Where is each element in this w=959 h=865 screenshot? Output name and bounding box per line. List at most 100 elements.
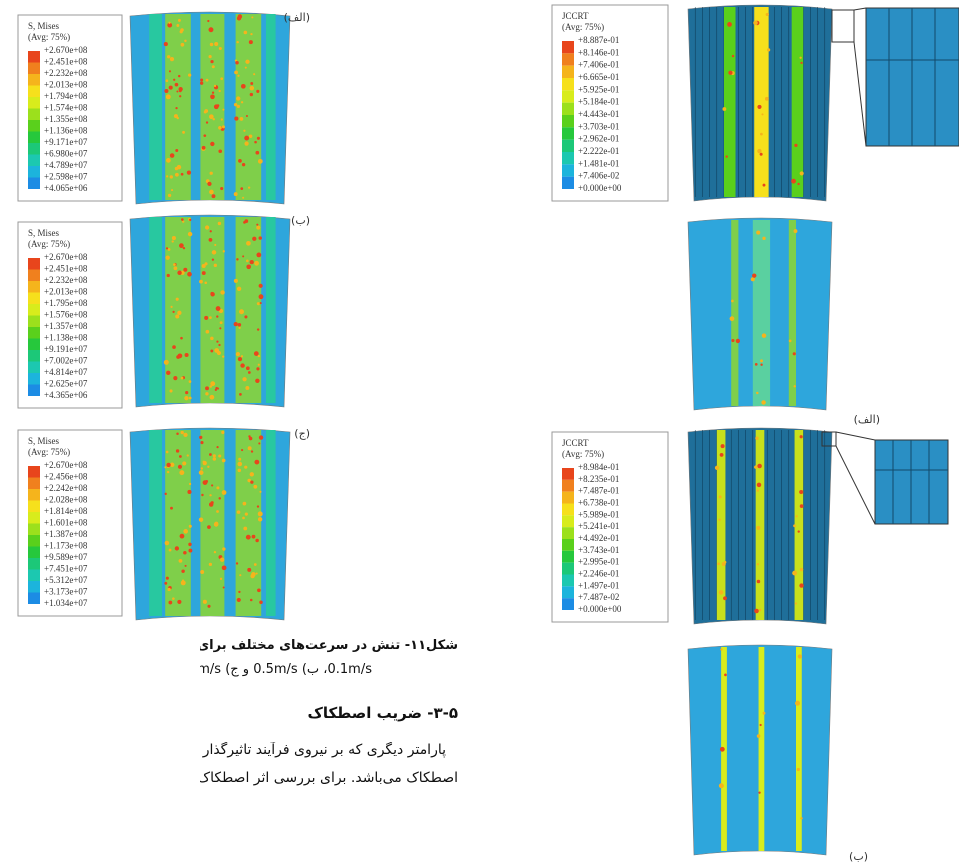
sim-speckle	[256, 224, 258, 226]
paragraph-line: اصطکاک می‌باشد. برای بررسی اثر اصطکاک بر…	[200, 770, 458, 786]
sim-speckle	[751, 277, 755, 281]
legend-swatch	[28, 362, 40, 374]
legend-value: +8.146e-01	[578, 47, 619, 57]
sim-speckle	[798, 654, 802, 658]
sim-speckle	[214, 85, 216, 87]
legend-value: +5.184e-01	[578, 97, 619, 107]
sim-speckle	[176, 90, 178, 92]
legend-swatch	[562, 539, 574, 551]
sim-speckle	[169, 389, 172, 392]
figure-label: (الف)	[284, 11, 310, 24]
sim-speckle	[179, 470, 184, 475]
legend-value: +4.065e+06	[44, 183, 88, 193]
sim-speckle	[210, 43, 213, 46]
sim-strip	[789, 220, 796, 406]
legend-value: +2.995e-01	[578, 557, 619, 567]
legend-swatch	[28, 97, 40, 109]
sim-strip	[795, 430, 804, 620]
legend-title: JCCRT	[562, 438, 589, 448]
legend-title: S, Mises	[28, 228, 60, 238]
sim-speckle	[166, 94, 171, 99]
sim-speckle	[181, 569, 184, 572]
sim-speckle	[234, 70, 238, 74]
sim-speckle	[723, 596, 727, 600]
sim-speckle	[721, 444, 725, 448]
sim-speckle	[765, 97, 769, 101]
sim-speckle	[211, 484, 213, 486]
sim-speckle	[247, 568, 251, 572]
sim-speckle	[255, 151, 259, 155]
legend-value: +7.487e-02	[578, 592, 619, 602]
sim-strip	[149, 430, 162, 616]
sim-speckle	[725, 155, 727, 157]
legend-subtitle: (Avg: 75%)	[28, 32, 70, 42]
sim-speckle	[173, 376, 177, 380]
legend-value: +4.814e+07	[44, 367, 88, 377]
sim-speckle	[252, 237, 256, 241]
sim-speckle	[719, 495, 722, 498]
sim-speckle	[172, 236, 176, 240]
sim-speckle	[214, 244, 216, 246]
sim-speckle	[237, 510, 241, 514]
sim-speckle	[240, 187, 243, 190]
sim-speckle	[211, 501, 214, 504]
sim-speckle	[246, 241, 251, 246]
legend-swatch	[28, 524, 40, 536]
sim-speckle	[237, 287, 241, 291]
sim-speckle	[164, 42, 168, 46]
legend-swatch	[28, 109, 40, 121]
sim-speckle	[238, 323, 242, 327]
sim-speckle	[205, 392, 208, 395]
legend-value: +2.962e-01	[578, 134, 619, 144]
sim-speckle	[166, 451, 169, 454]
sim-speckle	[200, 570, 204, 574]
sim-speckle	[239, 117, 243, 121]
sim-speckle	[257, 328, 259, 330]
sim-speckle	[756, 392, 758, 394]
sim-speckle	[176, 449, 179, 452]
sim-speckle	[221, 118, 223, 120]
legend-value: +6.738e-01	[578, 498, 619, 508]
sim-speckle	[166, 247, 168, 249]
sim-speckle	[755, 363, 758, 366]
sim-speckle	[728, 71, 732, 75]
sim-speckle	[164, 466, 166, 468]
legend-value: +1.355e+08	[44, 114, 88, 124]
sim-speckle	[167, 471, 169, 473]
zoom-line	[854, 8, 866, 10]
sim-speckle	[759, 609, 761, 611]
legend-title: S, Mises	[28, 436, 60, 446]
caption-line: 0.1m/s، ب) 0.5m/s و ج) 1m/s	[200, 662, 372, 677]
legend-value: +5.925e-01	[578, 84, 619, 94]
legend-value: +2.451e+08	[44, 57, 88, 67]
sim-speckle	[175, 107, 177, 109]
legend-swatch	[562, 140, 574, 152]
sim-speckle	[242, 163, 245, 166]
sim-speckle	[199, 517, 203, 521]
sim-speckle	[795, 701, 800, 706]
legend-value: +7.451e+07	[44, 564, 88, 574]
legend-value: +9.589e+07	[44, 552, 88, 562]
page: S, Mises(Avg: 75%)+2.670e+08+2.451e+08+2…	[0, 0, 959, 865]
sim-speckle	[217, 104, 220, 107]
sim-speckle	[792, 571, 797, 576]
sim-speckle	[257, 302, 260, 305]
sim-speckle	[719, 590, 724, 595]
sim-speckle	[204, 109, 208, 113]
sim-speckle	[210, 94, 215, 99]
sim-speckle	[239, 574, 241, 576]
legend-value: +1.173e+08	[44, 541, 88, 551]
legend-value: +2.456e+08	[44, 472, 88, 482]
sim-speckle	[199, 280, 203, 284]
sim-speckle	[206, 330, 210, 334]
sim-speckle	[757, 563, 759, 565]
legend-swatch	[562, 103, 574, 115]
sim-speckle	[719, 783, 724, 788]
legend-swatch	[562, 53, 574, 65]
sim-strip	[266, 217, 276, 403]
legend-value: +4.365e+06	[44, 390, 88, 400]
sim-speckle	[218, 149, 222, 153]
sim-speckle	[760, 133, 763, 136]
sim-speckle	[257, 137, 260, 140]
legend-value: +2.625e+07	[44, 379, 88, 389]
